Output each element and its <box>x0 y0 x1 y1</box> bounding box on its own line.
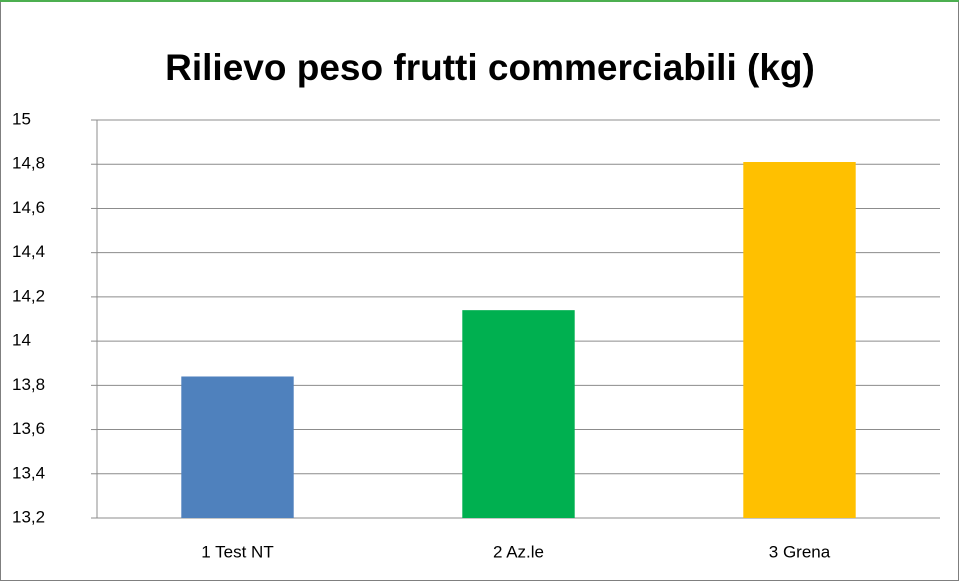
bar <box>462 310 575 518</box>
x-tick-label: 2 Az.le <box>493 542 544 561</box>
y-tick-label: 13,8 <box>12 375 45 394</box>
y-tick-label: 13,2 <box>12 507 45 526</box>
y-tick-label: 13,6 <box>12 419 45 438</box>
y-tick-label: 14 <box>12 331 31 350</box>
bar <box>181 376 294 518</box>
bar <box>743 162 856 518</box>
y-tick-label: 14,6 <box>12 198 45 217</box>
y-tick-label: 14,4 <box>12 242 45 261</box>
x-tick-label: 1 Test NT <box>201 542 273 561</box>
y-tick-label: 13,4 <box>12 463 45 482</box>
x-tick-label: 3 Grena <box>769 542 831 561</box>
y-tick-label: 14,8 <box>12 154 45 173</box>
y-tick-label: 14,2 <box>12 286 45 305</box>
y-tick-label: 15 <box>12 109 31 128</box>
chart-title: Rilievo peso frutti commerciabili (kg) <box>165 47 815 88</box>
